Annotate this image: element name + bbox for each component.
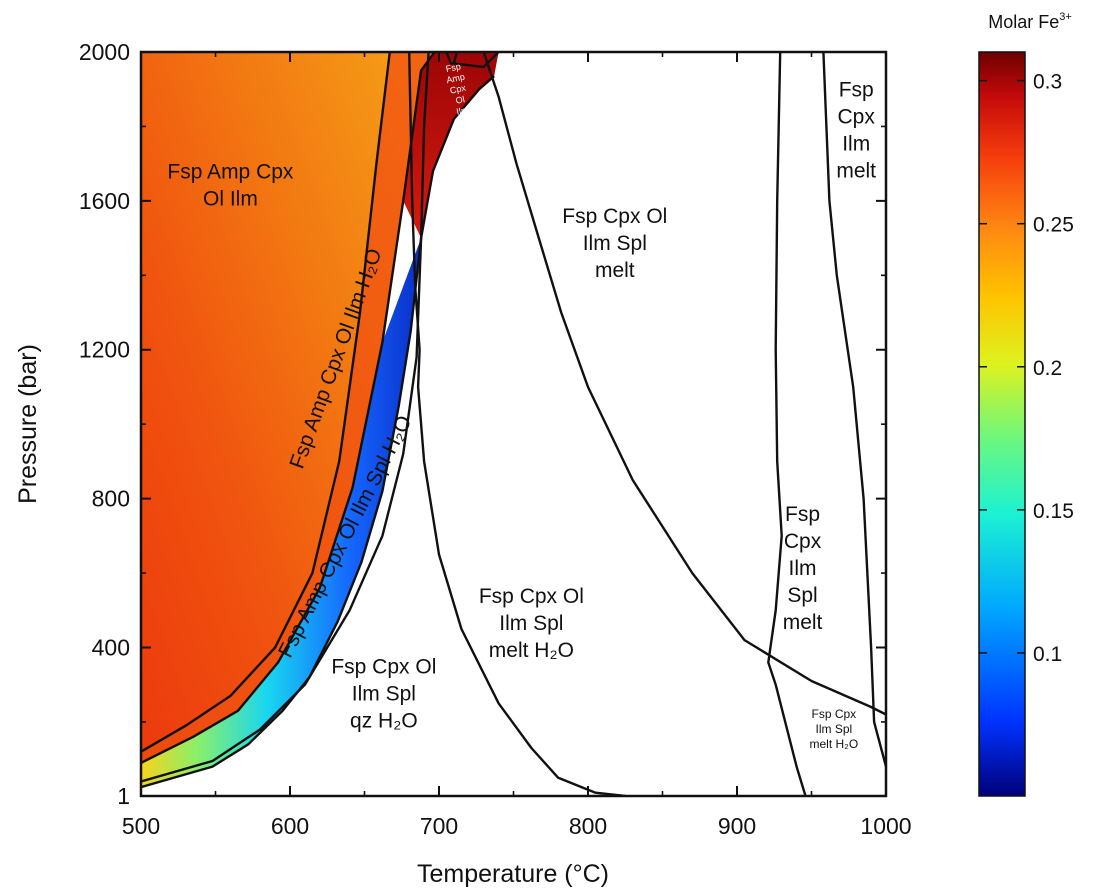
region-fsp-amp-cpx-ol-ilm	[141, 52, 390, 752]
y-axis-title: Pressure (bar)	[14, 344, 42, 504]
boundary-top-cap-1	[445, 52, 500, 69]
colorbar-tick-label: 0.3	[1033, 71, 1062, 94]
x-tick-label: 700	[420, 813, 458, 839]
x-tick-label: 600	[271, 813, 309, 839]
colorbar-tick-label: 0.1	[1033, 643, 1062, 666]
y-tick-label: 1200	[79, 337, 130, 363]
colorbar-title-text: Molar Fe	[988, 12, 1059, 32]
y-tick-label: 1600	[79, 188, 130, 214]
region-fsp-amp-cpx-ol-ilm-spl-h2o	[141, 238, 422, 788]
x-tick-label: 900	[718, 813, 756, 839]
boundary-top-cap-2	[452, 52, 459, 64]
colorbar-title-superscript: 3+	[1059, 11, 1072, 23]
boundary-spl-in	[767, 52, 807, 796]
colorbar-tick-label: 0.15	[1033, 500, 1074, 523]
boundary-fluid-sat	[408, 52, 626, 796]
phase-boundaries	[141, 52, 886, 796]
x-tick-label: 500	[122, 813, 160, 839]
y-tick-label: 800	[92, 486, 130, 512]
region-fsp-amp-cpx-ol-ilm-h2o	[141, 52, 435, 763]
axis-ticks	[140, 51, 887, 797]
axis-tick-labels: 500 600 700 800 900 1000 1 400 800 1200 1600 2000	[79, 39, 912, 839]
colorbar-tick-label: 0.25	[1033, 214, 1074, 237]
boundary-spl-out	[822, 52, 886, 767]
x-tick-label: 1000	[860, 813, 911, 839]
boundary-h2o-out	[482, 52, 886, 716]
x-axis-title: Temperature (°C)	[417, 860, 609, 888]
field-label: Fsp Amp Cpx Ol Ilm	[167, 161, 294, 211]
colorbar-tick-label: 0.2	[1033, 357, 1062, 380]
field-label: Fsp Cpx Ol Ilm Spl melt	[562, 205, 667, 282]
field-label: Fsp Cpx Ilm melt	[836, 79, 876, 183]
region-fsp-amp-cpx-ol-ilm-spl-melt-h2o	[403, 52, 499, 239]
field-label: Fsp Cpx Ilm Spl melt	[783, 503, 823, 634]
y-tick-label: 1	[117, 783, 130, 809]
x-tick-label: 800	[569, 813, 607, 839]
boundary-solidus	[141, 75, 495, 789]
colorbar	[978, 51, 1026, 797]
field-label: Fsp Cpx Ol Ilm Spl qz H₂O	[331, 656, 436, 733]
colorbar-title: Molar Fe3+	[988, 11, 1072, 32]
boundary-lower-amp	[141, 52, 436, 764]
boundary-upper-amp	[141, 52, 391, 753]
colorbar-ticks: 0.1 0.15 0.2 0.25 0.3	[979, 71, 1074, 666]
y-tick-label: 400	[92, 634, 130, 660]
field-label: Fsp Cpx Ol Ilm Spl melt H₂O	[479, 585, 584, 662]
field-label: Fsp Cpx Ilm Spl melt H₂O	[810, 707, 859, 751]
field-label-tiny: FspAmpCpxOlIlmSplmeltH₂O	[443, 61, 479, 150]
y-tick-label: 2000	[79, 39, 130, 65]
boundary-ilm-out	[141, 52, 430, 783]
